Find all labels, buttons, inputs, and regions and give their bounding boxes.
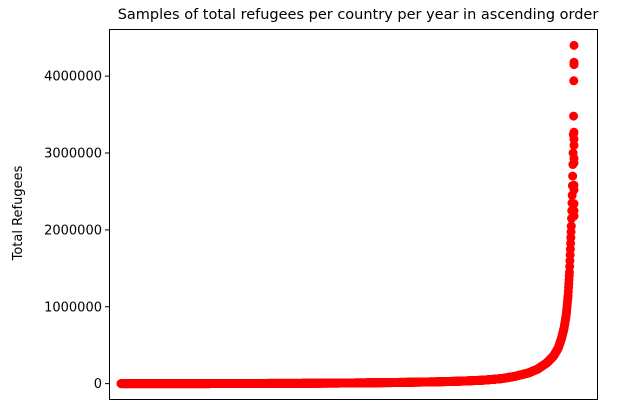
y-tick-label: 1000000	[44, 300, 102, 315]
data-point	[568, 171, 578, 181]
data-point	[569, 40, 579, 50]
data-point	[569, 76, 579, 86]
data-point	[569, 185, 579, 195]
data-point	[569, 158, 579, 168]
data-point	[569, 199, 579, 209]
data-point	[569, 111, 579, 121]
plot-frame	[109, 29, 598, 400]
y-tick-label: 4000000	[44, 70, 102, 85]
y-axis-ticks: 0 1000000 2000000 3000000 4000000	[44, 70, 110, 392]
data-point	[569, 211, 579, 221]
data-point	[569, 134, 579, 144]
y-tick-label: 0	[94, 377, 102, 392]
data-points	[116, 40, 579, 389]
y-axis-label: Total Refugees	[11, 165, 26, 261]
data-point	[569, 140, 579, 150]
chart-title: Samples of total refugees per country pe…	[118, 7, 599, 23]
y-tick-label: 3000000	[44, 147, 102, 162]
data-point	[569, 127, 579, 137]
data-point	[566, 221, 576, 231]
y-tick-label: 2000000	[44, 223, 102, 238]
data-point	[569, 60, 579, 70]
